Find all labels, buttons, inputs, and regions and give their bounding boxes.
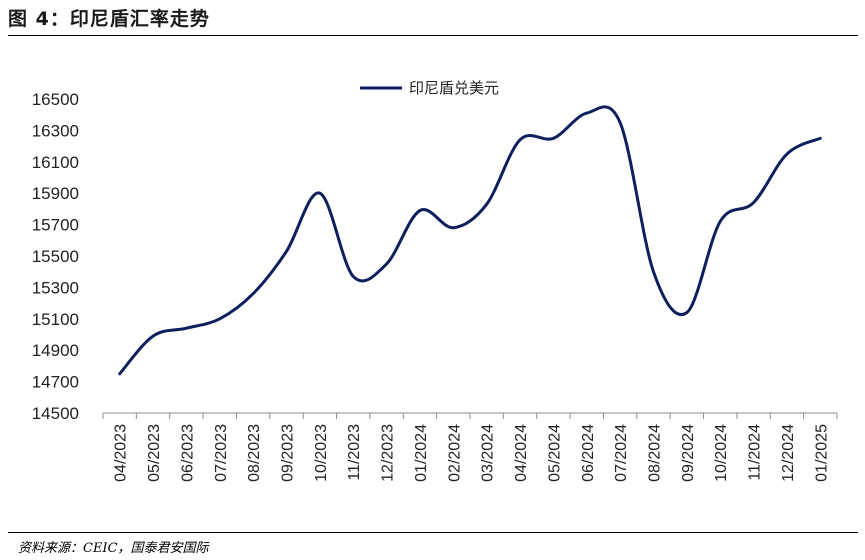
x-tick-label: 09/2023 [280, 424, 297, 482]
y-tick-label: 15100 [32, 310, 79, 329]
y-tick-label: 14900 [32, 341, 79, 360]
legend-label: 印尼盾兑美元 [409, 79, 499, 97]
x-tick-label: 07/2023 [213, 424, 230, 482]
x-tick-label: 04/2023 [113, 424, 130, 482]
y-tick-label: 16300 [32, 121, 79, 140]
x-tick-label: 10/2023 [313, 424, 330, 482]
footer-divider [8, 532, 858, 533]
x-tick-label: 12/2023 [380, 424, 397, 482]
x-tick-label: 07/2024 [613, 424, 630, 482]
y-tick-label: 15900 [32, 184, 79, 203]
y-tick-label: 15300 [32, 278, 79, 297]
y-tick-label: 16500 [32, 90, 79, 109]
y-axis-ticks: 14500 14700 14900 15100 15300 15500 15700 15900… [32, 90, 79, 423]
legend: 印尼盾兑美元 [360, 79, 499, 97]
source-note: 资料来源：CEIC，国泰君安国际 [18, 541, 209, 556]
x-tick-label: 02/2024 [446, 424, 463, 482]
x-tick-label: 11/2023 [346, 424, 363, 481]
y-tick-label: 14500 [32, 404, 79, 423]
x-tick-label: 05/2023 [146, 424, 163, 482]
y-tick-label: 15500 [32, 247, 79, 266]
x-tick-label: 12/2024 [780, 424, 797, 482]
x-tick-label: 04/2024 [513, 424, 530, 482]
x-tick-label: 08/2024 [647, 424, 664, 482]
x-tick-label: 10/2024 [713, 424, 730, 482]
x-tick-label: 09/2024 [680, 424, 697, 482]
x-tick-label: 01/2024 [413, 424, 430, 482]
x-axis-ticks: 04/2023 05/2023 06/2023 07/2023 08/2023 09/20… [102, 413, 838, 482]
x-tick-label: 03/2024 [480, 424, 497, 482]
y-tick-label: 15700 [32, 216, 79, 235]
y-tick-label: 14700 [32, 373, 79, 392]
x-tick-label: 06/2023 [179, 424, 196, 482]
x-tick-label: 01/2025 [813, 424, 830, 482]
series-group [118, 105, 822, 376]
title-divider [8, 35, 858, 36]
x-tick-label: 11/2024 [747, 424, 764, 481]
series-line [118, 105, 822, 376]
figure-title: 图 4：印尼盾汇率走势 [8, 8, 210, 30]
x-tick-label: 06/2024 [580, 424, 597, 482]
x-tick-label: 05/2024 [546, 424, 563, 482]
y-tick-label: 16100 [32, 153, 79, 172]
x-tick-label: 08/2023 [246, 424, 263, 482]
line-chart: 14500 14700 14900 15100 15300 15500 15700 15900… [32, 79, 838, 482]
